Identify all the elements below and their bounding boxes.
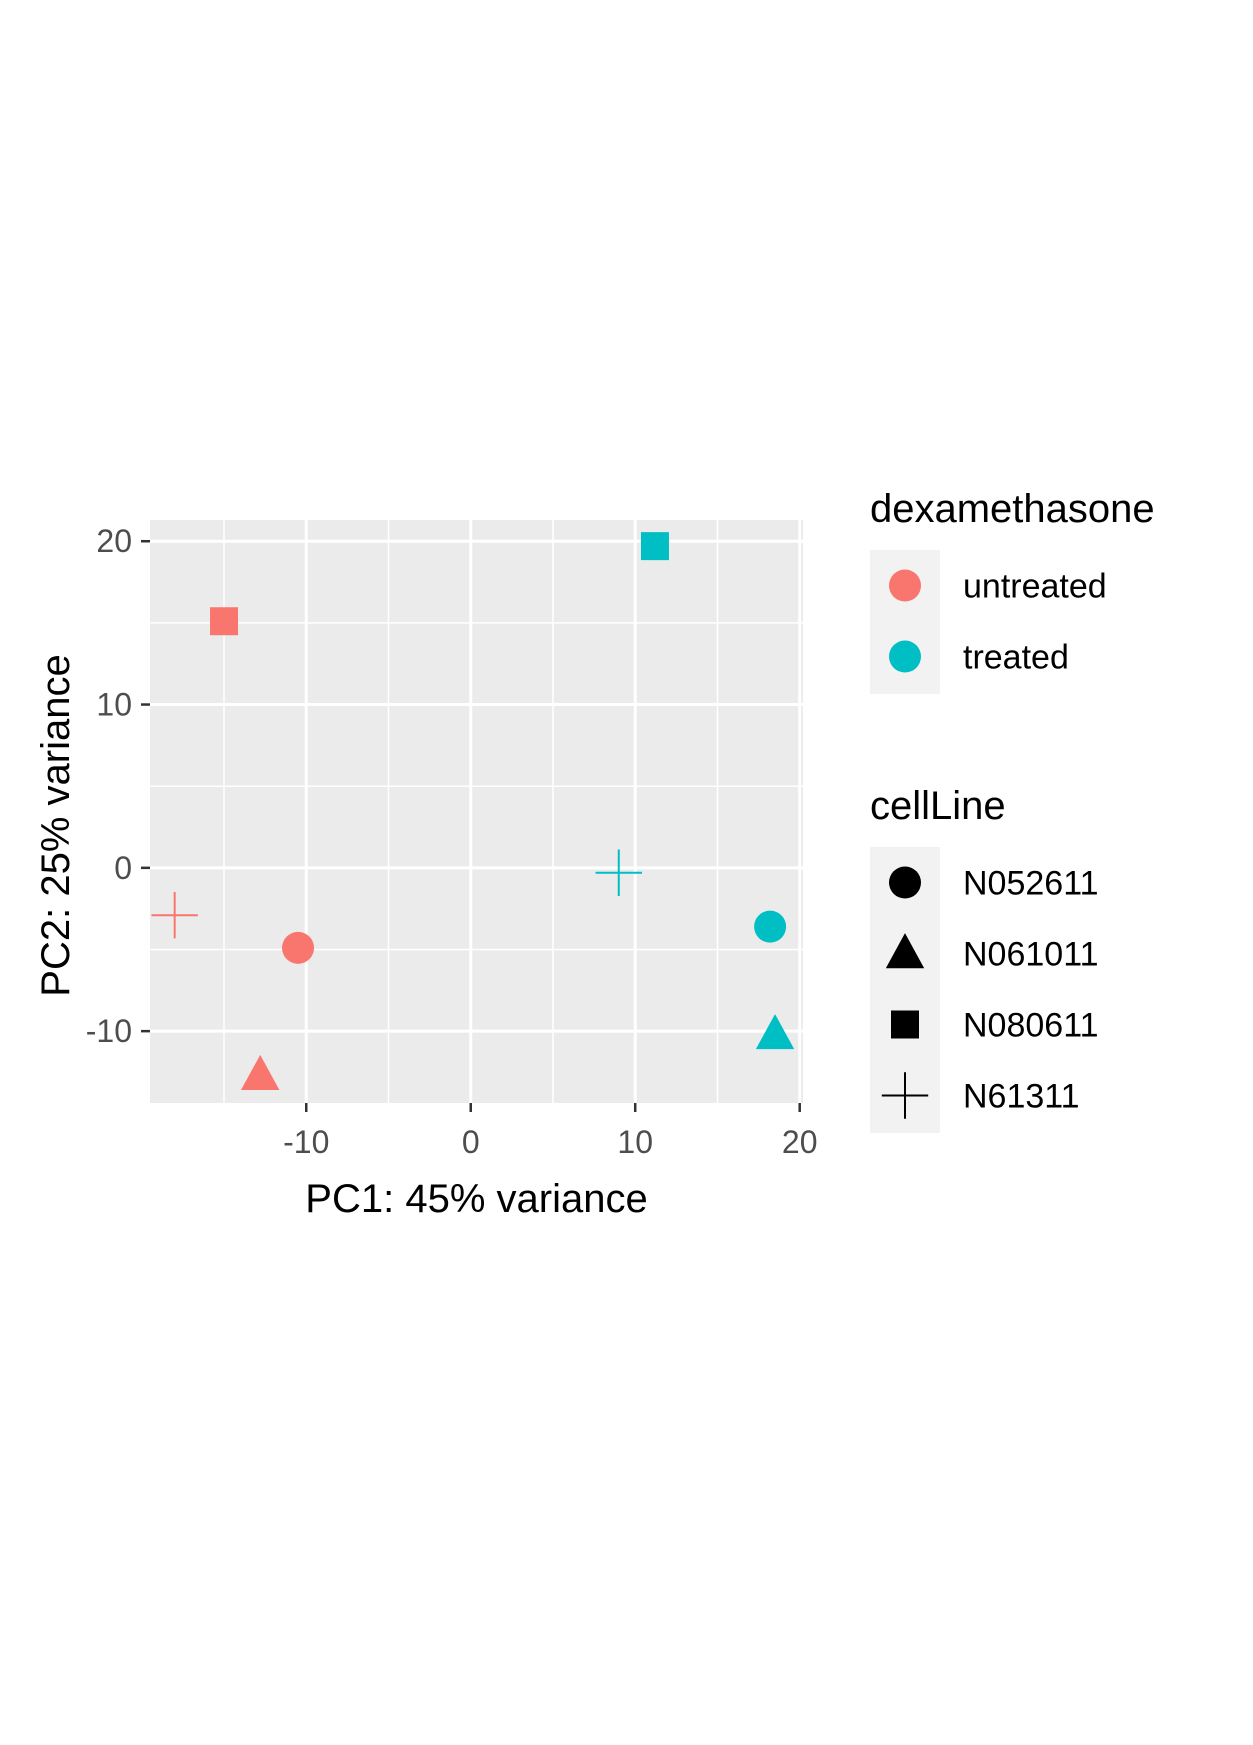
plot-panel xyxy=(150,520,803,1103)
legend-cellline: cellLine N052611 N061011 N080611 N61311 xyxy=(870,784,1099,1133)
legend-label-n080611: N080611 xyxy=(963,1007,1099,1045)
data-point-treated-n052611 xyxy=(754,910,787,943)
axis-tick-labels: -10 0 10 20 -10 0 10 20 xyxy=(86,523,818,1160)
x-tick-label: 0 xyxy=(462,1124,480,1160)
legend-label-treated: treated xyxy=(963,639,1069,677)
legend-key-n061011 xyxy=(885,933,925,969)
legend-label-n61311: N61311 xyxy=(963,1078,1080,1116)
legend-key-n080611 xyxy=(891,1010,919,1039)
data-point-treated-n061011 xyxy=(755,1014,795,1050)
data-points xyxy=(151,532,795,1090)
legend-dexamethasone: dexamethasone untreated treated xyxy=(870,487,1155,694)
y-tick-label: 0 xyxy=(114,850,132,886)
legend-label-n052611: N052611 xyxy=(963,865,1099,903)
legend-label-n061011: N061011 xyxy=(963,936,1099,974)
y-tick-label: 10 xyxy=(96,687,132,723)
y-tick-label: 20 xyxy=(96,523,132,559)
data-point-untreated-n61311 xyxy=(151,891,198,939)
legend-label-untreated: untreated xyxy=(963,568,1107,606)
x-tick-label: 20 xyxy=(782,1124,818,1160)
x-tick-label: -10 xyxy=(283,1124,329,1160)
legend-key-n61311 xyxy=(881,1072,929,1119)
data-point-treated-n080611 xyxy=(640,532,669,561)
legend-title-dexamethasone: dexamethasone xyxy=(870,487,1155,531)
legend-key-treated xyxy=(889,640,921,673)
y-axis-title: PC2: 25% variance xyxy=(34,654,78,996)
y-tick-label: -10 xyxy=(86,1013,132,1049)
x-axis-title: PC1: 45% variance xyxy=(305,1177,647,1221)
grid-major-lines xyxy=(150,520,803,1103)
grid-minor-lines xyxy=(150,520,803,1103)
data-point-untreated-n080611 xyxy=(210,607,239,636)
axis-ticks xyxy=(141,539,801,1112)
legend-title-cellline: cellLine xyxy=(870,784,1006,828)
data-point-treated-n61311 xyxy=(595,849,642,896)
data-point-untreated-n052611 xyxy=(282,931,315,964)
x-tick-label: 10 xyxy=(617,1124,653,1160)
data-point-untreated-n061011 xyxy=(241,1054,280,1090)
legend-key-n052611 xyxy=(889,866,921,899)
legend-key-untreated xyxy=(889,569,921,602)
